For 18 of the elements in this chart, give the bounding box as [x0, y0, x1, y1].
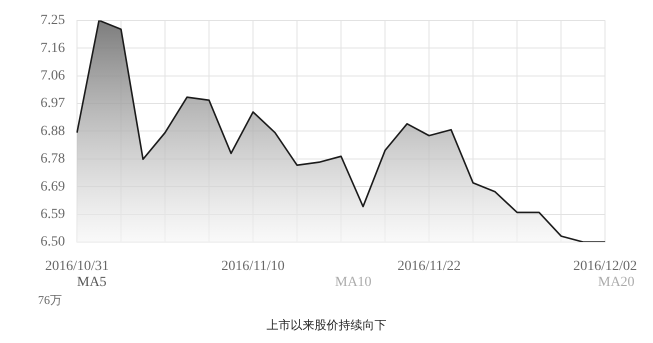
text: 上市以来股价持续向下 — [266, 318, 388, 332]
x-tick-label: 2016/10/31 — [45, 259, 109, 274]
y-tick-label: 6.97 — [40, 96, 65, 112]
y-tick-label: 7.16 — [40, 40, 65, 56]
x-tick-label: 2016/11/10 — [221, 259, 285, 274]
y-tick-label: 7.06 — [40, 68, 65, 84]
text: MA20 — [598, 275, 635, 290]
y-tick-label: 6.69 — [40, 179, 65, 194]
y-tick-label: 6.59 — [40, 206, 65, 222]
text: MA5 — [77, 275, 107, 290]
text: 76万 — [38, 293, 62, 307]
x-tick-label: 2016/12/02 — [573, 259, 637, 274]
y-tick-label: 6.78 — [40, 152, 65, 167]
y-tick-label: 6.50 — [40, 234, 65, 250]
y-tick-label: 6.88 — [40, 124, 65, 139]
x-tick-label: 2016/11/22 — [397, 259, 461, 274]
y-tick-label: 7.25 — [40, 13, 65, 28]
text: MA10 — [335, 275, 372, 290]
